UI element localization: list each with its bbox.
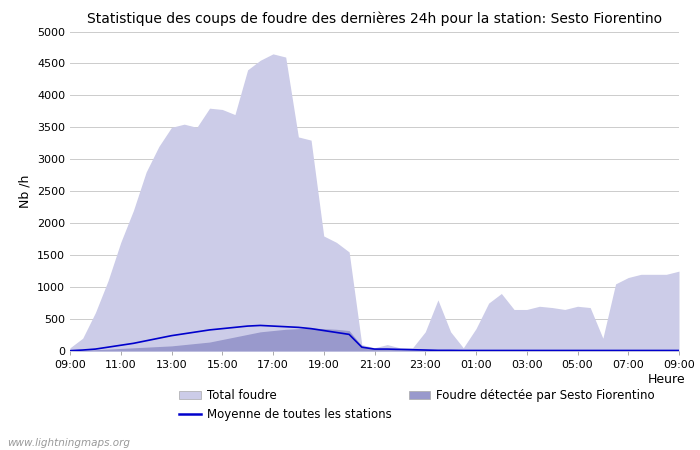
Text: Heure: Heure [648,374,685,387]
Title: Statistique des coups de foudre des dernières 24h pour la station: Sesto Fiorent: Statistique des coups de foudre des dern… [87,12,662,26]
Legend: Total foudre, Moyenne de toutes les stations, Foudre détectée par Sesto Fiorenti: Total foudre, Moyenne de toutes les stat… [179,389,654,421]
Text: www.lightningmaps.org: www.lightningmaps.org [7,438,130,448]
Y-axis label: Nb /h: Nb /h [18,175,32,208]
